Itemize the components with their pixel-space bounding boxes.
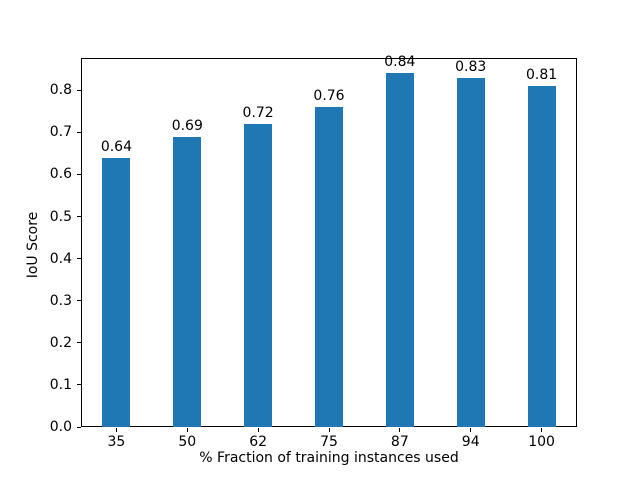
y-tick-mark	[77, 89, 81, 91]
y-tick-mark	[77, 216, 81, 217]
bar-value-label: 0.76	[313, 88, 345, 105]
y-tick-label: 0.4	[49, 250, 72, 267]
y-tick-mark	[77, 131, 81, 133]
x-tick-label: 94	[461, 434, 480, 450]
y-tick-mark	[77, 173, 81, 175]
bar	[456, 77, 485, 427]
x-tick-mark	[186, 428, 188, 432]
x-axis-title: % Fraction of training instances used	[199, 450, 459, 466]
x-tick-label: 75	[320, 434, 338, 450]
y-tick-mark	[77, 258, 81, 260]
bar-value-label: 0.72	[242, 104, 274, 121]
bar-value-label: 0.84	[384, 54, 416, 71]
x-tick-label: 50	[178, 434, 197, 450]
x-tick-label: 100	[528, 434, 555, 450]
x-tick-mark	[328, 428, 330, 432]
bar	[173, 136, 202, 427]
bar-value-label: 0.69	[171, 117, 203, 134]
y-tick-label: 0.1	[49, 376, 72, 393]
x-tick-mark	[257, 428, 259, 432]
y-tick-label: 0.6	[49, 166, 72, 183]
bar	[315, 107, 343, 427]
y-tick-label: 0.3	[49, 292, 72, 309]
bar-value-label: 0.83	[455, 58, 487, 75]
y-tick-label: 0.5	[49, 208, 72, 225]
y-tick-mark	[77, 384, 81, 386]
bar-value-label: 0.81	[525, 66, 558, 83]
y-tick-label: 0.8	[49, 82, 72, 99]
x-tick-mark	[115, 428, 117, 432]
bar-value-label: 0.64	[100, 138, 132, 155]
x-tick-label: 35	[107, 434, 126, 450]
y-tick-label: 0.2	[49, 334, 72, 351]
bar	[244, 123, 273, 427]
bar	[527, 85, 556, 427]
bar	[102, 157, 131, 427]
y-axis-title-text: IoU Score	[25, 211, 41, 279]
x-tick-label: 62	[249, 434, 268, 450]
y-tick-label: 0.7	[49, 124, 72, 141]
x-tick-mark	[399, 428, 401, 432]
x-tick-mark	[541, 428, 543, 432]
bar	[385, 73, 414, 427]
y-tick-mark	[77, 342, 81, 344]
x-tick-label: 87	[390, 434, 409, 450]
y-tick-label: 0.0	[49, 419, 72, 435]
x-tick-mark	[470, 428, 472, 432]
y-tick-mark	[77, 300, 81, 302]
y-tick-mark	[77, 426, 81, 428]
